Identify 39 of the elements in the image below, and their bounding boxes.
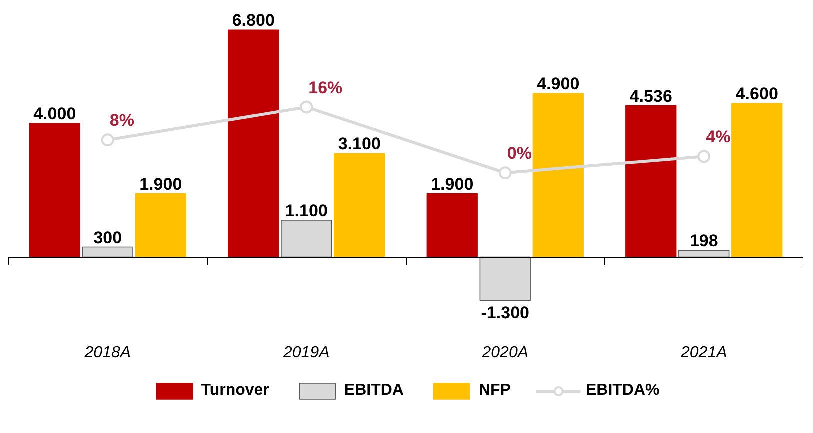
data-label: 8% (110, 111, 134, 130)
data-label: 3.100 (338, 134, 381, 154)
x-tick-label: 2021A (680, 344, 728, 362)
bar (281, 220, 332, 258)
data-label: 1.900 (431, 174, 474, 194)
legend-label: NFP (478, 382, 511, 400)
data-label: 198 (690, 232, 718, 251)
x-tick-label: 2020A (481, 344, 529, 362)
point (498, 166, 512, 180)
legend-label: EBITDA (344, 382, 404, 400)
data-label: 4.600 (736, 84, 778, 104)
bar (135, 193, 186, 258)
bar (532, 93, 584, 258)
data-label: 300 (94, 228, 122, 248)
legend-label: EBITDA% (586, 382, 660, 400)
bar (334, 153, 386, 258)
point (300, 100, 314, 114)
point (101, 134, 114, 147)
bar (426, 193, 478, 258)
x-tick-label: 2018A (84, 344, 132, 362)
data-label: 6.800 (232, 11, 275, 30)
data-label: 1.900 (140, 174, 182, 194)
bar (626, 105, 677, 258)
data-label: 4.000 (34, 104, 76, 124)
data-label: 4% (706, 128, 731, 147)
bar (732, 103, 783, 258)
bar (29, 123, 80, 258)
bar (228, 30, 280, 258)
data-label: 4.900 (537, 74, 580, 94)
data-label: 0% (507, 144, 532, 164)
x-tick-label: 2019A (282, 344, 330, 362)
bar (480, 256, 531, 302)
data-label: 1.100 (285, 202, 328, 221)
data-label: 16% (308, 78, 343, 98)
data-label: -1.300 (481, 304, 530, 323)
point (698, 150, 711, 164)
legend-label: Turnover (201, 382, 270, 400)
data-label: 4.536 (630, 86, 672, 106)
bar (82, 246, 134, 258)
